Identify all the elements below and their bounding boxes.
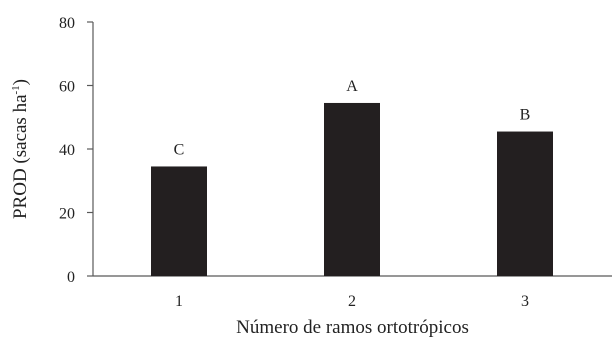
data-labels: C A B <box>174 78 531 158</box>
x-tick-label: 2 <box>348 293 356 310</box>
y-tick-labels: 0 20 40 60 80 <box>59 15 93 286</box>
x-tick-label: 3 <box>521 293 529 310</box>
y-axis-title-sup: -1 <box>10 85 22 94</box>
x-axis: 1 2 3 <box>93 275 612 310</box>
x-tick-labels: 1 2 3 <box>175 293 529 310</box>
x-axis-title: Número de ramos ortotrópicos <box>236 317 469 338</box>
data-label: B <box>520 107 531 124</box>
y-tick-label: 80 <box>59 15 75 32</box>
bar <box>324 102 380 277</box>
y-axis-title-main: PROD (sacas ha <box>10 94 31 219</box>
x-tick-label: 1 <box>175 293 183 310</box>
bar <box>151 166 207 276</box>
data-label: C <box>174 141 185 158</box>
y-axis: 0 20 40 60 80 <box>59 15 94 286</box>
y-tick-label: 0 <box>67 269 75 286</box>
y-axis-title: PROD (sacas ha-1) <box>10 79 31 219</box>
bars <box>151 102 553 277</box>
bar <box>497 131 553 276</box>
y-axis-title-close: ) <box>10 79 31 85</box>
y-tick-label: 20 <box>59 206 75 223</box>
data-label: A <box>346 78 358 95</box>
y-tick-label: 40 <box>59 142 75 159</box>
y-tick-label: 60 <box>59 79 75 96</box>
